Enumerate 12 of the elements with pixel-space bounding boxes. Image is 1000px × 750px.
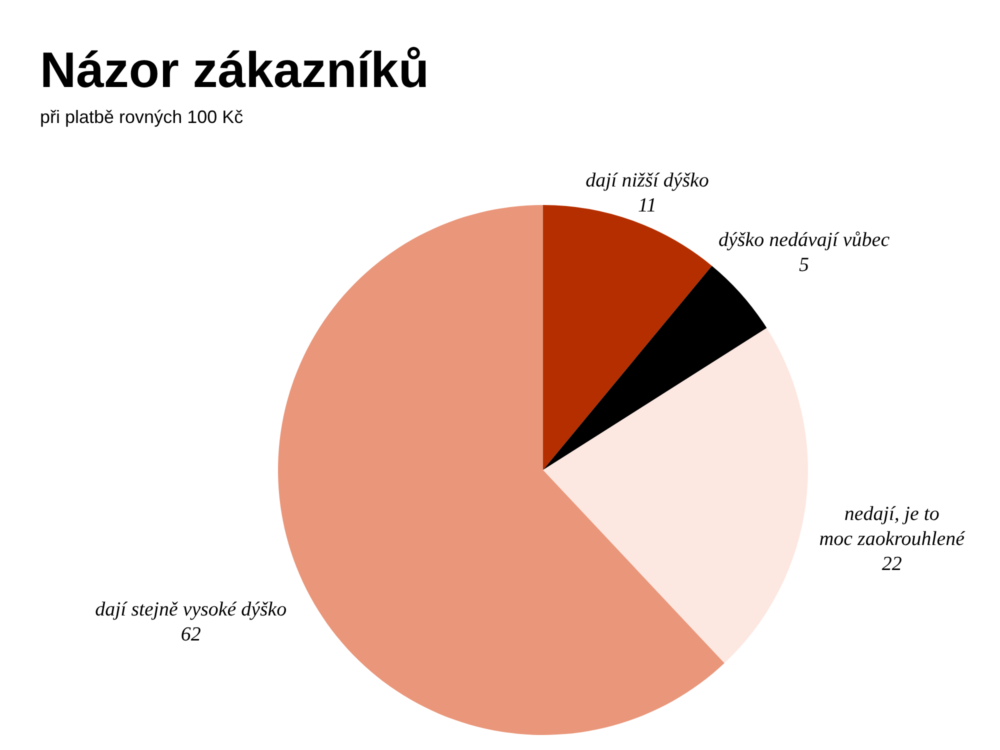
slice-label: dýško nedávají vůbec — [718, 228, 890, 251]
data-label: 22 — [882, 553, 902, 576]
pie-slice — [543, 328, 808, 664]
slice-label: dají stejně vysoké dýško — [95, 598, 287, 620]
chart-subtitle: při platbě rovných 100 Kč — [40, 107, 244, 127]
chart-title: Názor zákazníků — [40, 42, 430, 98]
pie-slice — [543, 266, 767, 470]
slice-label: dají nižší dýško — [586, 169, 709, 192]
data-label: 5 — [799, 254, 810, 276]
data-label: 11 — [638, 194, 657, 216]
data-label: 62 — [180, 623, 201, 646]
slice-label: nedají, je to moc zaokrouhlené — [819, 503, 966, 550]
